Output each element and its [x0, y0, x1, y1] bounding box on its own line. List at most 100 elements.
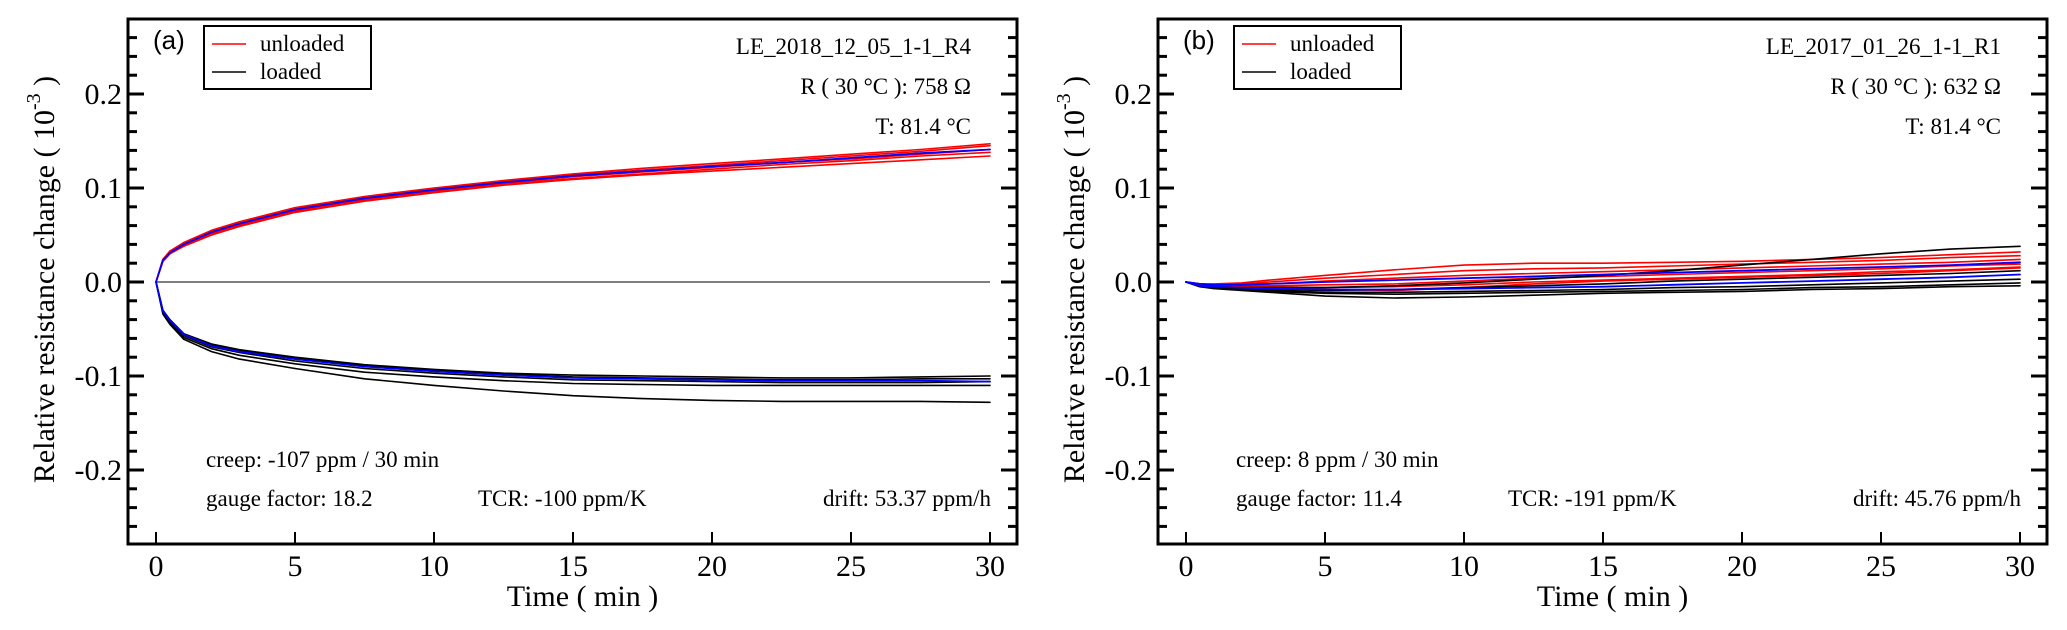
series-line-loaded-8 [155, 281, 991, 384]
data-point [1268, 281, 1270, 283]
data-point [433, 372, 435, 374]
data-point [2019, 263, 2021, 265]
data-point [2019, 266, 2021, 268]
data-point [1532, 278, 1535, 280]
data-point [919, 376, 922, 378]
data-point [1671, 273, 1674, 276]
data-point [711, 379, 713, 381]
data-point [1949, 254, 1952, 256]
data-point [433, 187, 435, 189]
data-point [1463, 284, 1465, 286]
data-point [1880, 268, 1882, 270]
data-point [1671, 291, 1674, 293]
data-point [780, 160, 783, 162]
data-point [1199, 283, 1201, 285]
data-point [294, 367, 296, 370]
data-point [1602, 279, 1604, 281]
series-group [155, 143, 991, 404]
data-point [1880, 286, 1882, 288]
data-point [1741, 278, 1743, 280]
y-axis-title-main: Relative resistance change ( 10 [28, 110, 61, 483]
y-tick-label: 0.1 [1115, 172, 1153, 205]
data-point [1268, 283, 1270, 285]
data-point [711, 168, 713, 170]
data-point [1880, 259, 1882, 261]
data-point [989, 143, 991, 145]
data-point [1463, 296, 1465, 298]
data-point [238, 350, 240, 353]
data-point [155, 281, 157, 283]
gauge-factor-label: gauge factor: 18.2 [206, 486, 373, 511]
data-point [1880, 266, 1882, 268]
data-point [1810, 268, 1813, 270]
data-point [1532, 294, 1535, 296]
data-point [1463, 280, 1465, 282]
data-point [1741, 264, 1743, 266]
data-point [572, 173, 574, 175]
y-axis-title-exponent: -3 [23, 93, 45, 110]
data-point [294, 209, 296, 211]
data-point [2019, 270, 2021, 272]
x-axis-title: Time ( min ) [1537, 580, 1688, 613]
data-point [169, 319, 171, 322]
data-point [780, 162, 783, 164]
data-point [183, 336, 185, 339]
data-point [1671, 280, 1674, 282]
data-point [1949, 286, 1952, 288]
data-point [919, 159, 922, 161]
x-tick-label: 0 [1179, 550, 1194, 583]
data-point [1532, 281, 1535, 283]
x-tick-label: 5 [1318, 550, 1333, 583]
creep-label: creep: -107 ppm / 30 min [206, 447, 440, 472]
data-point [183, 245, 185, 247]
data-point [433, 376, 435, 378]
data-point [502, 179, 505, 182]
data-point [850, 384, 852, 386]
x-axis-title: Time ( min ) [507, 580, 658, 613]
data-point [850, 377, 852, 379]
y-tick-label: 0.2 [1115, 78, 1153, 111]
data-point [1949, 256, 1952, 259]
data-point [919, 380, 922, 382]
data-point [919, 381, 922, 384]
legend-label-unloaded: unloaded [1290, 31, 1375, 56]
data-point [641, 375, 644, 377]
data-point [850, 157, 852, 159]
data-point [850, 162, 852, 165]
data-point [1741, 290, 1743, 292]
data-point [238, 354, 240, 356]
data-point [1532, 291, 1535, 293]
data-point [1602, 290, 1604, 292]
data-point [1810, 261, 1813, 263]
series-line-unloaded-5 [1185, 266, 2021, 289]
data-point [1268, 279, 1270, 281]
data-point [1393, 283, 1396, 285]
data-point [919, 155, 922, 157]
panel-label: (b) [1183, 25, 1215, 55]
data-point [1241, 284, 1243, 286]
data-point [2019, 261, 2021, 263]
data-point [1810, 288, 1813, 291]
data-point [1602, 292, 1604, 294]
data-point [1393, 269, 1396, 271]
y-tick-label: -0.2 [1105, 454, 1153, 487]
legend-box [203, 25, 372, 90]
data-point [1810, 276, 1813, 278]
data-point [1741, 275, 1743, 277]
y-axis-title: Relative resistance change ( 10-3 ) [1053, 76, 1091, 483]
data-point [294, 211, 296, 214]
data-point [850, 153, 852, 155]
data-point [641, 170, 644, 172]
data-point [1949, 269, 1952, 271]
data-point [1741, 282, 1743, 284]
y-axis-title-main: Relative resistance change ( 10 [1058, 110, 1091, 483]
legend-label-loaded: loaded [1290, 59, 1352, 84]
data-point [238, 223, 240, 225]
data-point [641, 378, 644, 380]
data-point [2019, 278, 2021, 280]
data-point [502, 181, 505, 183]
data-point [1880, 278, 1882, 280]
data-point [1463, 292, 1465, 294]
x-tick-label: 0 [149, 550, 164, 583]
data-point [1393, 277, 1396, 279]
